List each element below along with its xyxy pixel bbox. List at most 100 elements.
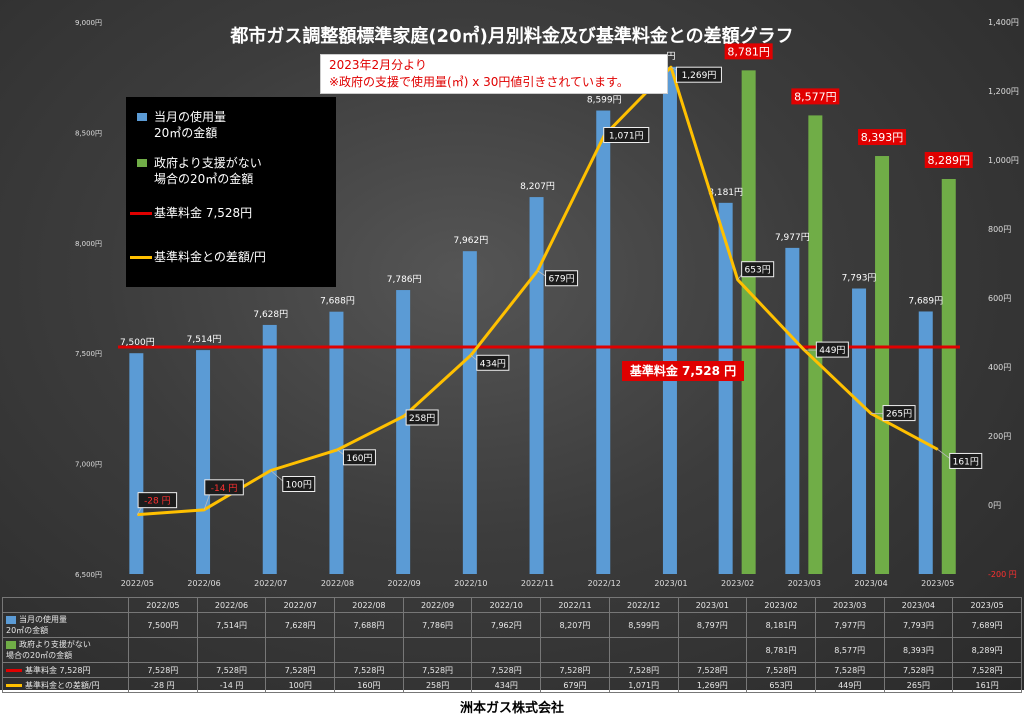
y-left-tick-label: 7,000円 [75, 461, 102, 469]
table-cell: 7,528円 [471, 662, 542, 678]
legend-swatch-yellow [130, 256, 152, 259]
bar-no-support-label-box [791, 88, 840, 105]
legend-item-no-support: 政府より支援がない 場合の20㎥の金額 [137, 155, 332, 187]
table-corner [2, 597, 129, 613]
y-right-tick-label: -200 円 [988, 570, 1017, 579]
bar-usage [852, 288, 867, 574]
diff-label-box [476, 354, 510, 371]
table-header-cell: 2022/05 [128, 597, 198, 613]
legend: 当月の使用量 20㎥の金額 政府より支援がない 場合の20㎥の金額 基準料金 7… [126, 97, 336, 287]
bar-usage [785, 247, 800, 574]
table-cell: 7,528円 [265, 662, 336, 678]
diff-label: 449円 [819, 345, 845, 356]
bar-no-support [808, 115, 823, 574]
bar-usage-label: 8,207円 [520, 181, 555, 192]
bar-usage-label: 8,181円 [708, 187, 743, 198]
table-cell: 8,181円 [746, 612, 816, 638]
y-left-tick-label: 8,500円 [75, 129, 102, 137]
bar-no-support-label: 8,393円 [861, 131, 904, 144]
bar-usage-label: 8,599円 [587, 95, 622, 106]
table-header-cell: 2023/03 [814, 597, 885, 613]
table-cell: 265円 [883, 677, 954, 693]
legend-text: 当月の使用量 [154, 110, 227, 124]
legend-text: 政府より支援がない [154, 156, 262, 170]
table-cell: 1,071円 [608, 677, 679, 693]
x-tick-label: 2022/06 [187, 579, 220, 588]
table-cell: 7,528円 [334, 662, 404, 678]
bar-no-support-label: 8,781円 [727, 45, 770, 58]
table-header-cell: 2022/09 [402, 597, 473, 613]
table-cell: -28 円 [128, 677, 198, 693]
table-cell: 8,577円 [814, 637, 885, 663]
table-cell: 7,500円 [128, 612, 198, 638]
x-tick-label: 2022/10 [454, 579, 487, 588]
table-cell: 8,599円 [608, 612, 679, 638]
diff-label-box [545, 270, 579, 287]
table-cell: 7,528円 [814, 662, 885, 678]
table-cell: 7,528円 [952, 662, 1022, 678]
diff-label-box [603, 127, 650, 144]
table-header-cell: 2022/10 [471, 597, 542, 613]
table-cell [128, 637, 198, 663]
table-row: 基準料金との差額/円 -28 円 -14 円 100円 160円 258円 434円 679円… [2, 677, 1022, 693]
table-cell: 8,207円 [540, 612, 610, 638]
bar-no-support-label: 8,577円 [794, 90, 837, 103]
bar-usage [462, 251, 477, 574]
table-cell: 7,689円 [952, 612, 1022, 638]
diff-label-box [741, 261, 775, 278]
diff-label-box [204, 479, 244, 496]
diff-label: -14 円 [211, 483, 238, 494]
x-tick-label: 2022/07 [254, 579, 287, 588]
y-right-tick-label: 1,200円 [988, 87, 1019, 96]
diff-label-box [282, 476, 316, 492]
chart-title: 都市ガス調整額標準家庭(20㎥)月別料金及び基準料金との差額グラフ [230, 26, 794, 47]
x-tick-label: 2023/01 [654, 579, 687, 588]
table-cell: 8,781円 [746, 637, 816, 663]
diff-label: 100円 [286, 480, 312, 491]
table-header-cell: 2022/07 [265, 597, 336, 613]
x-tick-label: 2023/04 [854, 579, 887, 588]
diff-label: 258円 [409, 413, 435, 424]
y-left-tick-label: 6,500円 [75, 571, 102, 579]
table-cell: 258円 [402, 677, 473, 693]
bar-usage [662, 66, 677, 575]
legend-text: 基準料金との差額/円 [154, 250, 266, 264]
bar-usage-label: 7,500円 [120, 337, 155, 348]
diff-label: 160円 [346, 453, 372, 464]
chart-plot: 6,500円 7,000円 7,500円 8,000円 8,500円 9,000円 -200… [75, 18, 1019, 588]
diff-label: -28 円 [144, 496, 171, 507]
y-left-tick-label: 9,000円 [75, 19, 102, 27]
y-right-tick-label: 600円 [988, 294, 1011, 303]
diff-label: 265円 [886, 409, 912, 420]
data-table: 2022/05 2022/06 2022/07 2022/08 2022/09 2022/… [2, 597, 1022, 693]
bar-usage-label: 円 [666, 51, 675, 62]
table-cell [471, 637, 542, 663]
bar-usage-label: 7,689円 [908, 295, 943, 306]
table-header-row: 2022/05 2022/06 2022/07 2022/08 2022/09 2022/… [2, 597, 1022, 613]
y-right-tick-label: 1,400円 [988, 18, 1019, 27]
table-cell: 7,528円 [883, 662, 954, 678]
table-row: 基準料金 7,528円 7,528円 7,528円 7,528円 7,528円 7,528… [2, 662, 1022, 678]
bar-usage [196, 350, 211, 574]
table-cell [196, 637, 267, 663]
legend-text: 場合の20㎥の金額 [154, 172, 254, 186]
legend-swatch-red [130, 212, 152, 215]
diff-label: 1,269円 [682, 70, 717, 81]
table-cell: 7,528円 [540, 662, 610, 678]
table-row: 政府より支援がない 場合の20㎥の金額 8,781円 8,577円 8,393円 8,28… [2, 637, 1022, 663]
table-header-cell: 2023/05 [952, 597, 1022, 613]
table-header-cell: 2022/06 [196, 597, 267, 613]
bar-usage [529, 197, 544, 574]
bar-usage [718, 202, 733, 574]
table-cell: 7,528円 [677, 662, 748, 678]
bar-no-support-label-box [858, 129, 907, 146]
table-cell: 7,688円 [334, 612, 404, 638]
table-cell: 7,628円 [265, 612, 336, 638]
y-left-tick-label: 7,500円 [75, 350, 102, 358]
table-cell: 679円 [540, 677, 610, 693]
table-cell [265, 637, 336, 663]
bar-usage [329, 311, 344, 574]
table-row-header: 基準料金との差額/円 [2, 677, 129, 693]
legend-text: 基準料金 7,528円 [154, 206, 253, 220]
table-header-cell: 2023/04 [883, 597, 954, 613]
